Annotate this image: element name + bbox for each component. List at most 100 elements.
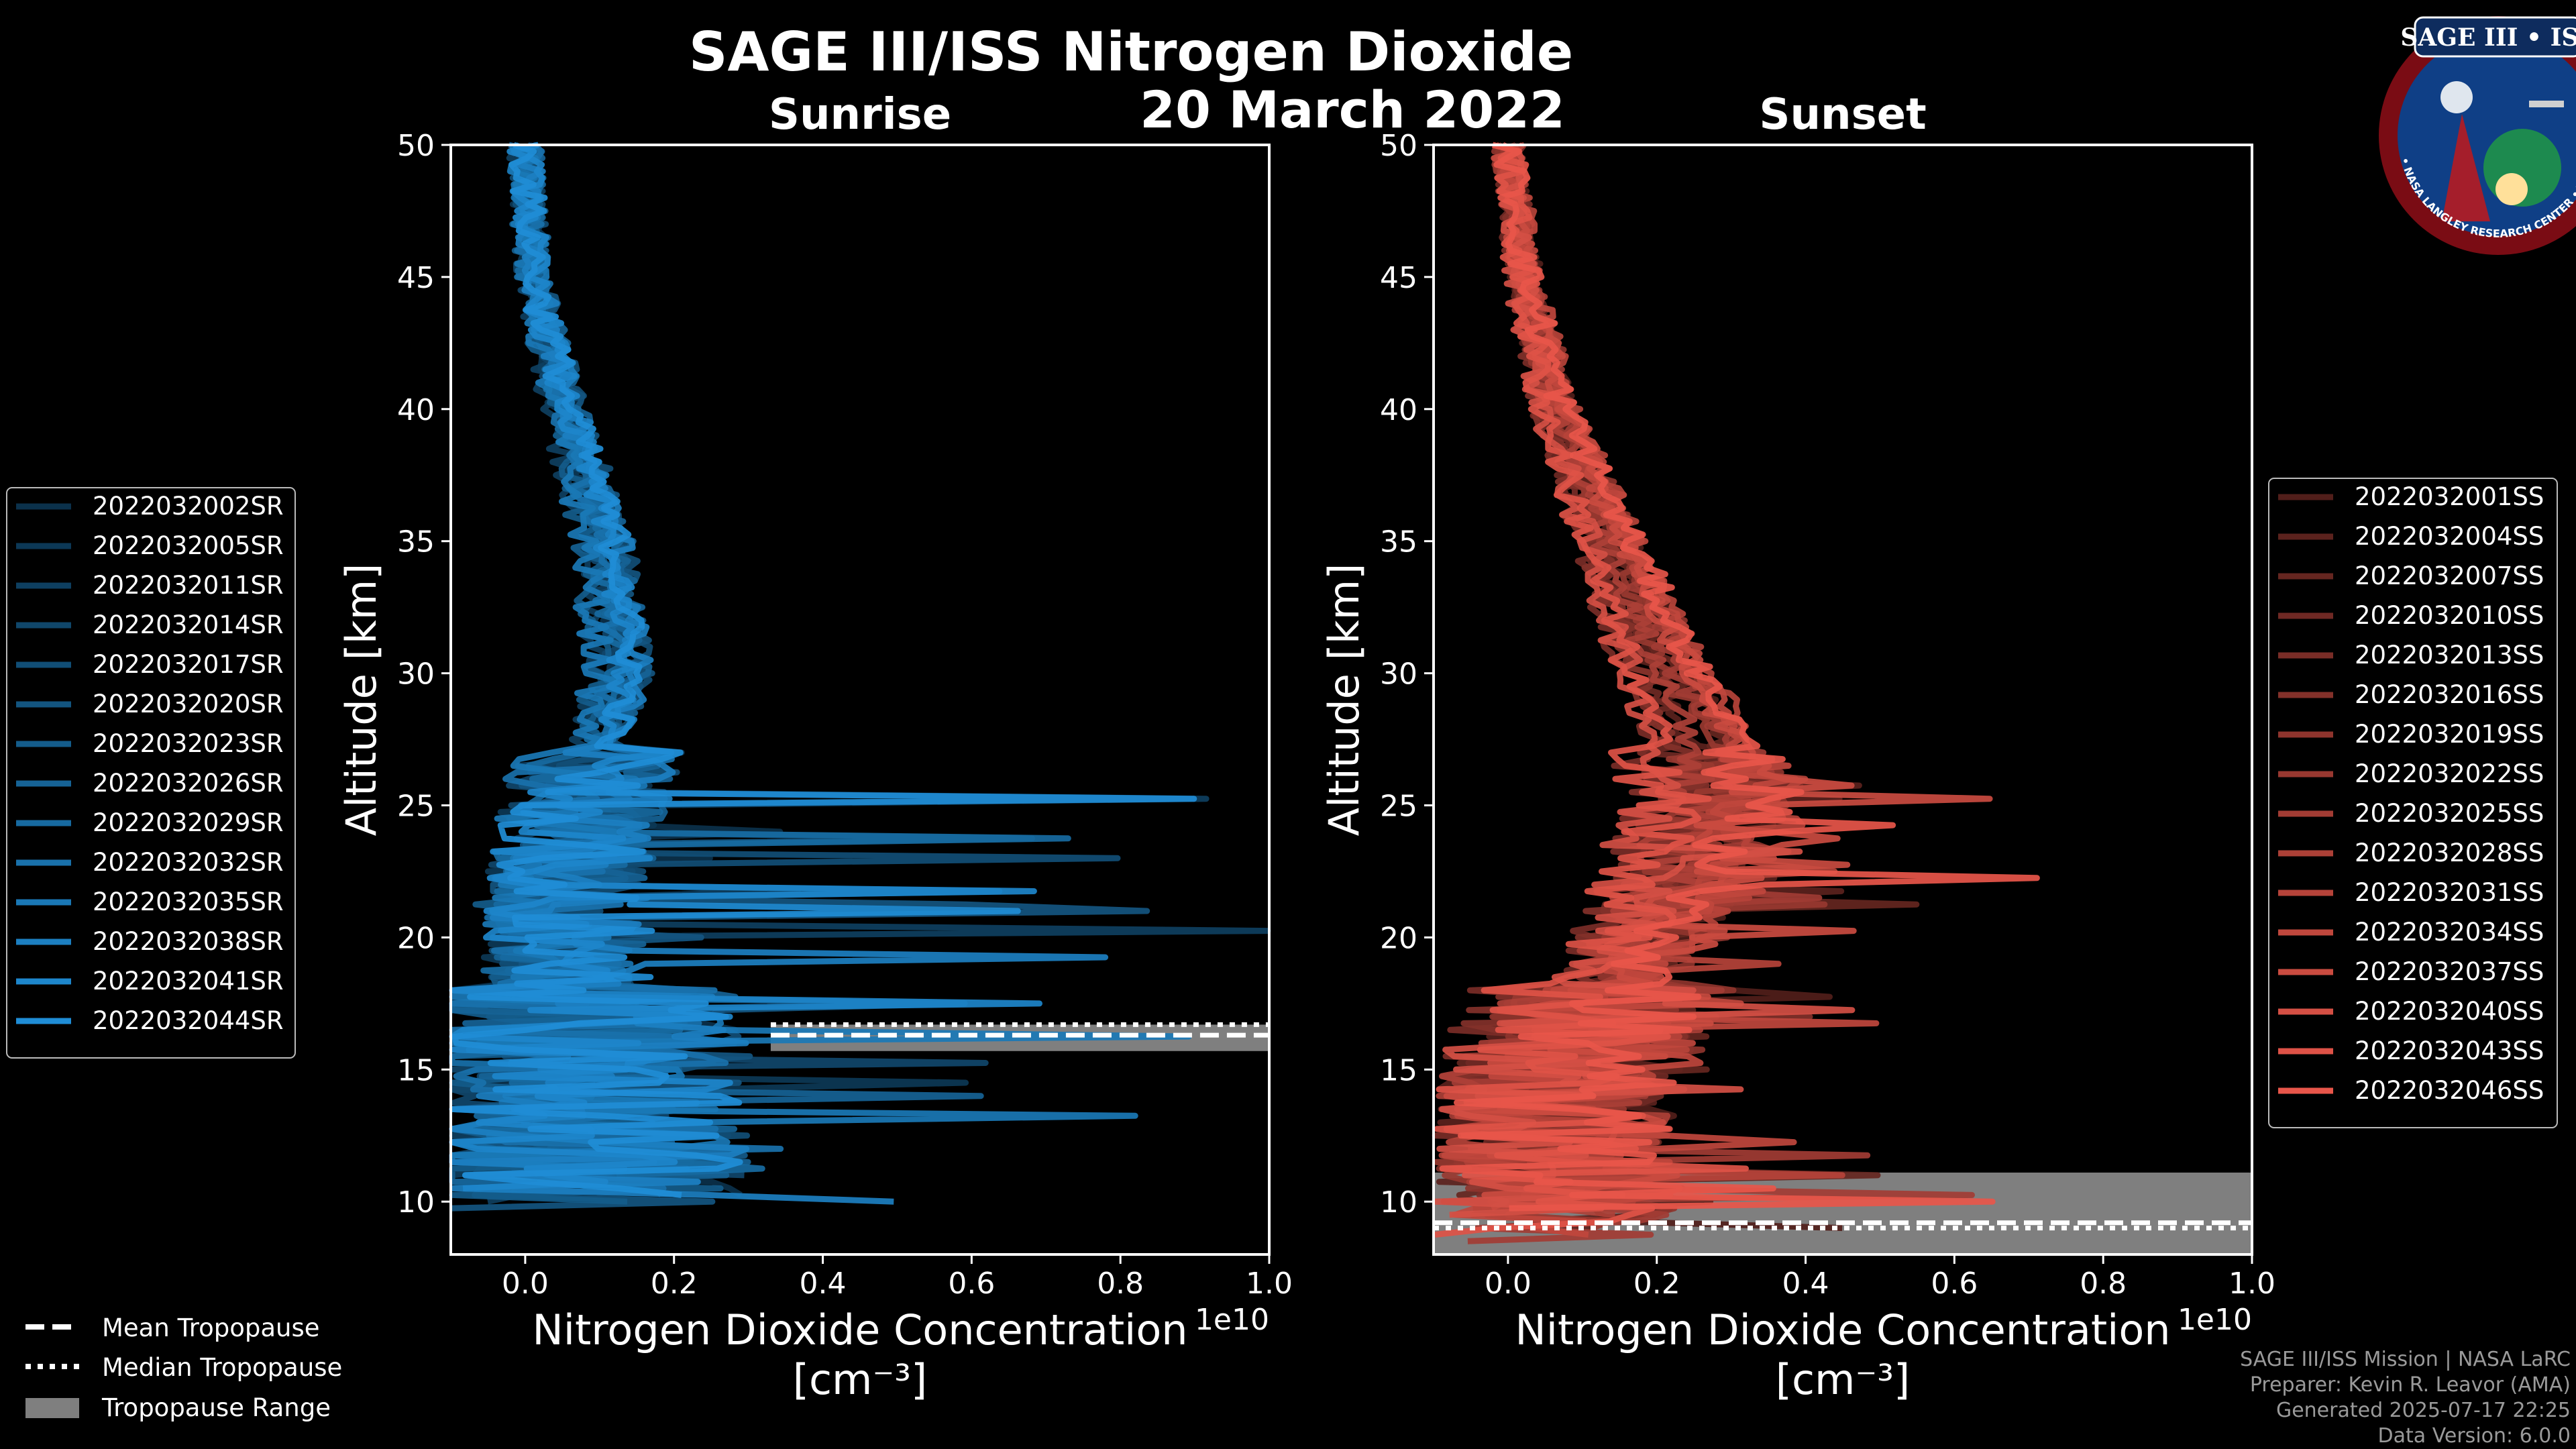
ss-x-tick-label: 0.2 [1633, 1267, 1680, 1301]
sunset-axes-frame [1432, 144, 2253, 1256]
sr-y-tick-label: 25 [397, 790, 435, 824]
sr-x-tick-label: 0.4 [800, 1267, 847, 1301]
sunset-chart: 0.0 0.2 0.4 0.6 0.8 1.0 10 15 20 25 30 35 40 45 50 1e… [1320, 129, 2275, 1404]
sr-y-tick-label: 30 [397, 657, 435, 692]
ss-y-tick-label: 40 [1380, 393, 1417, 427]
sr-legend-label: 2022032026SR [93, 769, 284, 798]
sr-y-tick-label: 50 [397, 129, 435, 163]
ss-legend-label: 2022032028SS [2355, 839, 2544, 867]
figure-title: SAGE III/ISS Nitrogen Dioxide [689, 21, 1573, 83]
ss-legend-label: 2022032040SS [2355, 997, 2544, 1026]
sunrise-legend: 2022032002SR 2022032005SR 2022032011SR 2022… [6, 487, 296, 1059]
tropopause-range-swatch [25, 1398, 79, 1418]
sr-x-tick-label: 0.8 [1097, 1267, 1144, 1301]
sunset-x-offset-label: 1e10 [2178, 1303, 2252, 1337]
ss-legend-frame [2268, 478, 2558, 1128]
sr-x-tick-label: 1.0 [1246, 1267, 1293, 1301]
ss-x-tick-label: 0.6 [1931, 1267, 1978, 1301]
ss-x-tick-label: 0.0 [1485, 1267, 1532, 1301]
sunset-y-axis-label: Altitude [km] [1320, 564, 1368, 837]
sr-y-tick-label: 45 [397, 261, 435, 295]
logo-banner [2414, 16, 2576, 58]
sr-legend-label: 2022032002SR [93, 492, 284, 521]
ss-legend-label: 2022032022SS [2355, 759, 2544, 788]
ss-x-tick-label: 0.8 [2080, 1267, 2127, 1301]
ss-legend-label: 2022032004SS [2355, 522, 2544, 551]
ss-y-tick-label: 50 [1380, 129, 1417, 163]
ss-y-tick-label: 25 [1380, 790, 1417, 824]
sr-x-tick-label: 0.2 [651, 1267, 698, 1301]
tropopause-range-label: Tropopause Range [101, 1393, 331, 1422]
ss-profile-2022032046SS [1439, 142, 2040, 1212]
footer-generated: Generated 2025-07-17 22:25 [2276, 1399, 2571, 1422]
ss-y-tick-label: 20 [1380, 921, 1417, 955]
sunrise-x-ticks: 0.0 0.2 0.4 0.6 0.8 1.0 [502, 1254, 1293, 1301]
figure-date: 20 March 2022 [1140, 80, 1565, 140]
ss-legend-label: 2022032037SS [2355, 957, 2544, 986]
median-tropopause-label: Median Tropopause [102, 1353, 342, 1382]
logo-station [2529, 101, 2564, 107]
ss-legend-label: 2022032031SS [2355, 878, 2544, 907]
sr-y-tick-label: 10 [397, 1185, 435, 1220]
sunrise-panel-title: Sunrise [769, 90, 951, 140]
sr-legend-label: 2022032044SR [93, 1006, 284, 1035]
ss-profile-2022032043SS [1434, 144, 1749, 1238]
ss-y-tick-label: 30 [1380, 657, 1417, 692]
sunset-panel-title: Sunset [1759, 90, 1926, 140]
ss-y-tick-label: 15 [1380, 1053, 1417, 1087]
sr-profile-2022032044SR [449, 142, 1197, 1198]
footer-version: Data Version: 6.0.0 [2378, 1424, 2571, 1448]
sr-y-tick-label: 20 [397, 921, 435, 955]
sr-legend-label: 2022032032SR [93, 848, 284, 877]
sunrise-x-axis-label: Nitrogen Dioxide Concentration [532, 1305, 1187, 1354]
sunset-profiles [1432, 142, 2252, 1244]
sunrise-y-ticks: 10 15 20 25 30 35 40 45 50 [397, 129, 451, 1220]
sunset-y-ticks: 10 15 20 25 30 35 40 45 50 [1380, 129, 1434, 1220]
ss-x-tick-label: 0.4 [1782, 1267, 1829, 1301]
sunset-legend: 2022032001SS 2022032004SS 2022032007SS 2022… [2268, 478, 2558, 1128]
ss-legend-label: 2022032007SS [2355, 561, 2544, 590]
ss-legend-label: 2022032046SS [2355, 1076, 2544, 1105]
ss-legend-label: 2022032001SS [2355, 482, 2544, 511]
tropopause-legend: Mean Tropopause Median Tropopause Tropop… [25, 1313, 342, 1422]
sr-legend-label: 2022032011SR [93, 571, 284, 600]
logo-figure-robe [2442, 114, 2490, 221]
sr-legend-label: 2022032005SR [93, 531, 284, 560]
ss-legend-label: 2022032019SS [2355, 720, 2544, 749]
sunrise-x-axis-unit: [cm⁻³] [793, 1355, 927, 1404]
sr-legend-label: 2022032023SR [93, 729, 284, 758]
sunrise-chart: 0.0 0.2 0.4 0.6 0.8 1.0 10 15 20 25 30 35 40 45 50 1e… [337, 129, 1293, 1404]
ss-legend-label: 2022032010SS [2355, 601, 2544, 630]
sunset-x-axis-unit: [cm⁻³] [1776, 1355, 1910, 1404]
ss-legend-label: 2022032013SS [2355, 641, 2544, 669]
sunset-x-axis-label: Nitrogen Dioxide Concentration [1515, 1305, 2170, 1354]
logo-moon [2440, 81, 2473, 113]
sr-x-tick-label: 0.6 [948, 1267, 995, 1301]
sr-x-tick-label: 0.0 [502, 1267, 549, 1301]
mean-tropopause-label: Mean Tropopause [102, 1313, 320, 1342]
footer-mission: SAGE III/ISS Mission | NASA LaRC [2240, 1348, 2571, 1371]
sunrise-x-offset-label: 1e10 [1195, 1303, 1269, 1337]
sr-legend-frame [6, 487, 296, 1059]
sunrise-axes-frame [449, 144, 1271, 1256]
ss-legend-label: 2022032034SS [2355, 918, 2544, 947]
sr-y-tick-label: 15 [397, 1053, 435, 1087]
ss-y-tick-label: 45 [1380, 261, 1417, 295]
sr-y-tick-label: 35 [397, 525, 435, 559]
sr-legend-label: 2022032014SR [93, 610, 284, 639]
sr-y-tick-label: 40 [397, 393, 435, 427]
sunrise-y-axis-label: Altitude [km] [337, 564, 386, 837]
sr-legend-label: 2022032041SR [93, 967, 284, 996]
sr-legend-label: 2022032038SR [93, 927, 284, 956]
sr-legend-label: 2022032017SR [93, 650, 284, 679]
sr-legend-label: 2022032020SR [93, 690, 284, 718]
sr-legend-label: 2022032029SR [93, 808, 284, 837]
ss-legend-label: 2022032025SS [2355, 799, 2544, 828]
ss-legend-label: 2022032016SS [2355, 680, 2544, 709]
ss-legend-label: 2022032043SS [2355, 1036, 2544, 1065]
sunset-x-ticks: 0.0 0.2 0.4 0.6 0.8 1.0 [1485, 1254, 2275, 1301]
ss-x-tick-label: 1.0 [2229, 1267, 2275, 1301]
sr-legend-label: 2022032035SR [93, 888, 284, 916]
logo-sun [2496, 173, 2528, 205]
